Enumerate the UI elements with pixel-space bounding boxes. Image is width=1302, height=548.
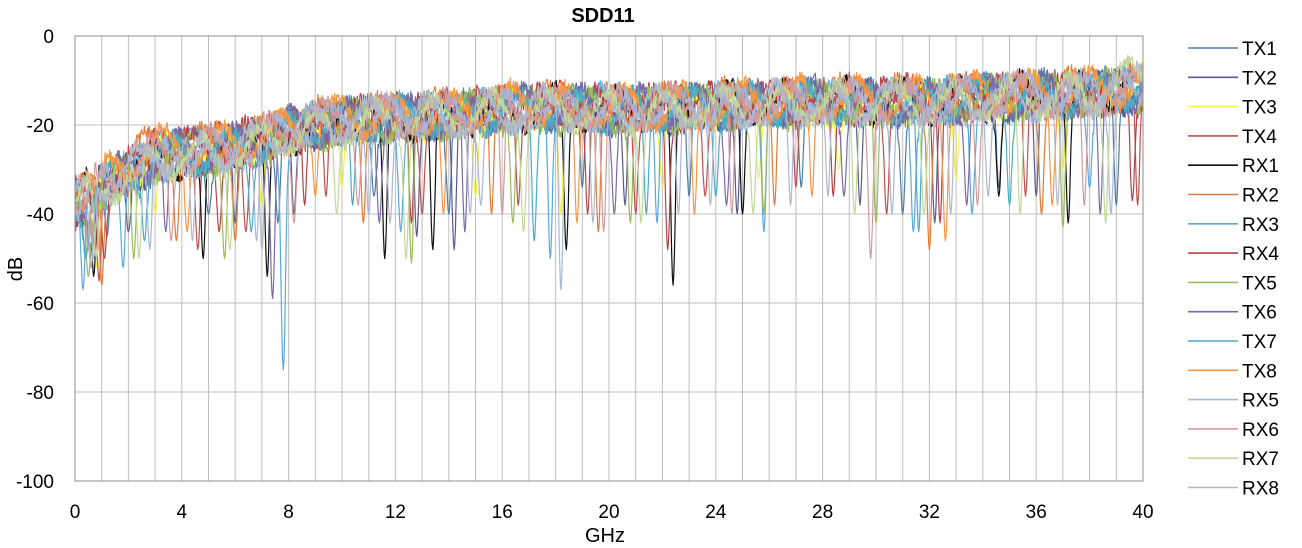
plot-area-border [74,35,1144,482]
y-tick-label: -100 [16,472,54,493]
y-tick-label: 0 [43,27,54,48]
legend-label-rx4: RX4 [1242,244,1279,265]
x-axis-title: GHz [585,525,625,547]
x-tick-label: 28 [812,502,833,523]
legend-label-rx1: RX1 [1242,156,1279,177]
legend-label-tx1: TX1 [1242,39,1277,60]
y-tick-labels: 0 -20 -40 -60 -80 -100 [16,27,54,493]
x-tick-label: 36 [1026,502,1047,523]
series-rx8 [74,64,1144,268]
legend-label-tx5: TX5 [1242,273,1277,294]
x-tick-label: 4 [177,502,188,523]
legend-label-rx8: RX8 [1242,479,1279,500]
x-tick-label: 32 [919,502,940,523]
y-tick-label: -80 [27,383,54,404]
x-tick-label: 12 [385,502,406,523]
y-axis-title: dB [5,257,27,281]
legend: TX1 TX2 TX3 TX4 RX1 RX2 RX3 RX4 TX5 TX6 TX7 TX8 RX5 R… [1188,39,1279,500]
x-tick-label: 20 [598,502,619,523]
x-tick-label: 24 [705,502,727,523]
legend-label-tx8: TX8 [1242,361,1277,382]
legend-label-tx4: TX4 [1242,127,1277,148]
legend-label-rx6: RX6 [1242,420,1279,441]
x-tick-label: 8 [283,502,294,523]
y-tick-label: -40 [27,205,54,226]
x-tick-label: 40 [1132,502,1153,523]
legend-label-tx3: TX3 [1242,98,1277,119]
x-tick-label: 0 [70,502,81,523]
x-tick-label: 16 [492,502,513,523]
chart-title: SDD11 [571,5,634,27]
y-tick-label: -60 [27,294,54,315]
legend-label-rx2: RX2 [1242,186,1279,207]
legend-label-tx2: TX2 [1242,68,1277,89]
series-rx5 [74,60,1144,291]
plot-series [74,54,1144,371]
y-tick-label: -20 [27,116,54,137]
legend-label-rx5: RX5 [1242,391,1279,412]
legend-label-tx7: TX7 [1242,332,1277,353]
legend-label-rx3: RX3 [1242,215,1279,236]
x-tick-labels: 0 4 8 12 16 20 24 28 32 36 40 [70,502,1154,523]
legend-label-tx6: TX6 [1242,303,1277,324]
legend-label-rx7: RX7 [1242,449,1279,470]
